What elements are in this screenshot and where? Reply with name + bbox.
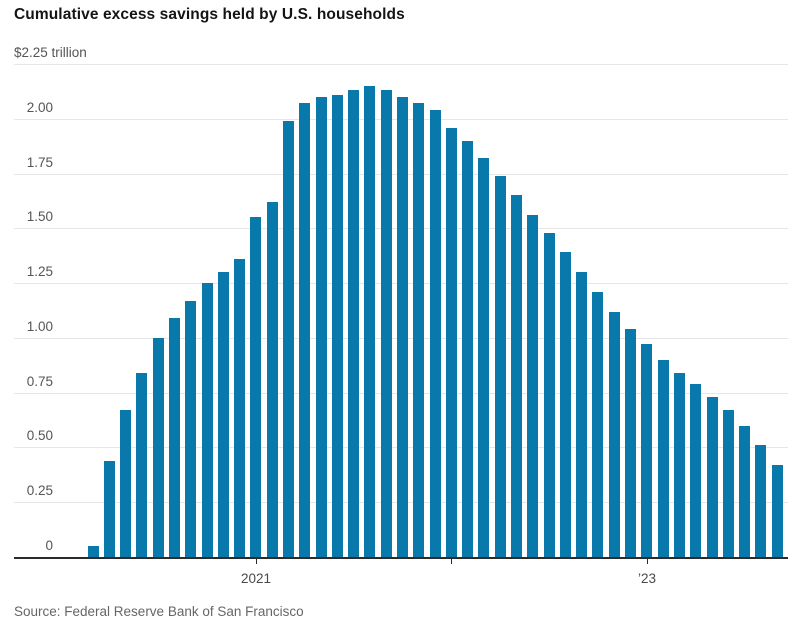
y-tick-label: 1.00 <box>26 319 53 334</box>
y-tick-label: 1.75 <box>26 155 53 170</box>
bar <box>364 86 375 557</box>
y-gridline <box>14 64 788 65</box>
y-tick-label: 0 <box>45 538 53 553</box>
bar <box>136 373 147 557</box>
y-tick-label: 0.25 <box>26 483 53 498</box>
y-tick-label: 2.00 <box>26 100 53 115</box>
chart-title: Cumulative excess savings held by U.S. h… <box>14 6 405 23</box>
bar <box>332 95 343 557</box>
y-tick-label: 0.75 <box>26 374 53 389</box>
x-tick-mark <box>647 559 648 564</box>
bar <box>104 461 115 557</box>
source-attribution: Source: Federal Reserve Bank of San Fran… <box>14 604 304 619</box>
bar <box>88 546 99 557</box>
bar <box>592 292 603 557</box>
x-tick-mark <box>451 559 452 564</box>
bar <box>185 301 196 557</box>
bar <box>625 329 636 557</box>
x-tick-mark <box>256 559 257 564</box>
bar <box>544 233 555 557</box>
bar <box>690 384 701 557</box>
bar <box>316 97 327 557</box>
bar <box>169 318 180 557</box>
bar <box>397 97 408 557</box>
bar <box>250 217 261 557</box>
bar <box>299 103 310 557</box>
bar <box>446 128 457 557</box>
bar <box>772 465 783 557</box>
bar <box>755 445 766 557</box>
bar <box>560 252 571 557</box>
y-tick-label: $2.25 trillion <box>14 45 87 60</box>
x-tick-label: 2021 <box>240 571 272 586</box>
y-tick-label: 0.50 <box>26 428 53 443</box>
bar <box>495 176 506 557</box>
bar <box>430 110 441 557</box>
bar <box>348 90 359 557</box>
bar <box>218 272 229 557</box>
bar <box>674 373 685 557</box>
bar <box>283 121 294 557</box>
bar <box>153 338 164 557</box>
bar <box>707 397 718 557</box>
bar <box>723 410 734 557</box>
x-tick-label: ’23 <box>637 571 656 586</box>
x-axis-baseline <box>14 557 788 559</box>
bar <box>120 410 131 557</box>
bar <box>739 426 750 557</box>
bar <box>413 103 424 557</box>
bar <box>576 272 587 557</box>
bar <box>641 344 652 557</box>
bar <box>511 195 522 557</box>
bar <box>658 360 669 557</box>
bar <box>462 141 473 557</box>
y-tick-label: 1.50 <box>26 209 53 224</box>
bar <box>478 158 489 557</box>
bar <box>381 90 392 557</box>
bar <box>609 312 620 557</box>
bar <box>527 215 538 557</box>
y-tick-label: 1.25 <box>26 264 53 279</box>
bar <box>267 202 278 557</box>
bar <box>202 283 213 557</box>
bar <box>234 259 245 557</box>
